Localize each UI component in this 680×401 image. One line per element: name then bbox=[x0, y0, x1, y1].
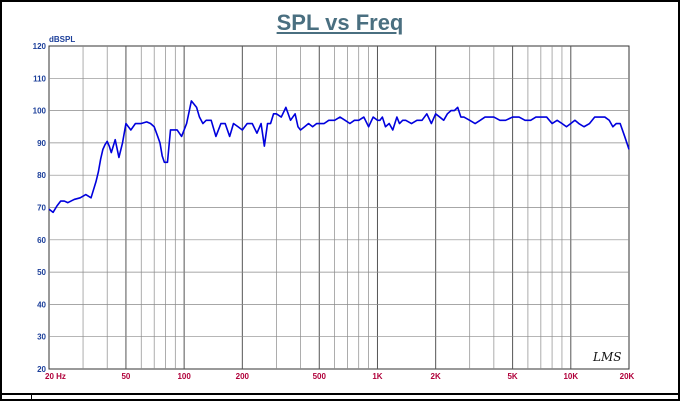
x-tick-label: 10K bbox=[563, 372, 578, 381]
chart-title: SPL vs Freq bbox=[276, 10, 404, 35]
y-tick-label: 70 bbox=[37, 204, 46, 213]
x-tick-label: 200 bbox=[236, 372, 250, 381]
y-tick-label: 80 bbox=[37, 171, 46, 180]
x-tick-label: 500 bbox=[313, 372, 327, 381]
x-tick-labels: 20 Hz 50 100 200 500 1K 2K 5K 10K 20K bbox=[45, 372, 635, 381]
y-tick-label: 20 bbox=[37, 365, 46, 374]
y-tick-labels: 20 30 40 50 60 70 80 90 100 110 120 bbox=[33, 42, 47, 374]
y-tick-label: 90 bbox=[37, 139, 46, 148]
y-tick-label: 100 bbox=[33, 107, 47, 116]
y-axis-label: dBSPL bbox=[49, 35, 75, 44]
y-tick-label: 120 bbox=[33, 42, 47, 51]
x-tick-label: 1K bbox=[372, 372, 382, 381]
y-tick-label: 30 bbox=[37, 333, 46, 342]
x-tick-label: 50 bbox=[121, 372, 130, 381]
x-tick-label: 100 bbox=[177, 372, 191, 381]
y-tick-label: 110 bbox=[33, 74, 46, 83]
x-tick-label: 20 Hz bbox=[45, 372, 66, 381]
grid bbox=[49, 46, 629, 369]
y-tick-label: 40 bbox=[37, 300, 46, 309]
y-tick-label: 60 bbox=[37, 236, 46, 245]
bottom-strip bbox=[0, 393, 680, 401]
x-tick-label: 5K bbox=[507, 372, 517, 381]
y-tick-label: 50 bbox=[37, 268, 46, 277]
x-tick-label: 2K bbox=[431, 372, 441, 381]
x-tick-label: 20K bbox=[620, 372, 635, 381]
lms-watermark: LMS bbox=[592, 350, 621, 364]
series-line bbox=[48, 100, 630, 214]
bottom-strip-divider bbox=[31, 395, 32, 401]
